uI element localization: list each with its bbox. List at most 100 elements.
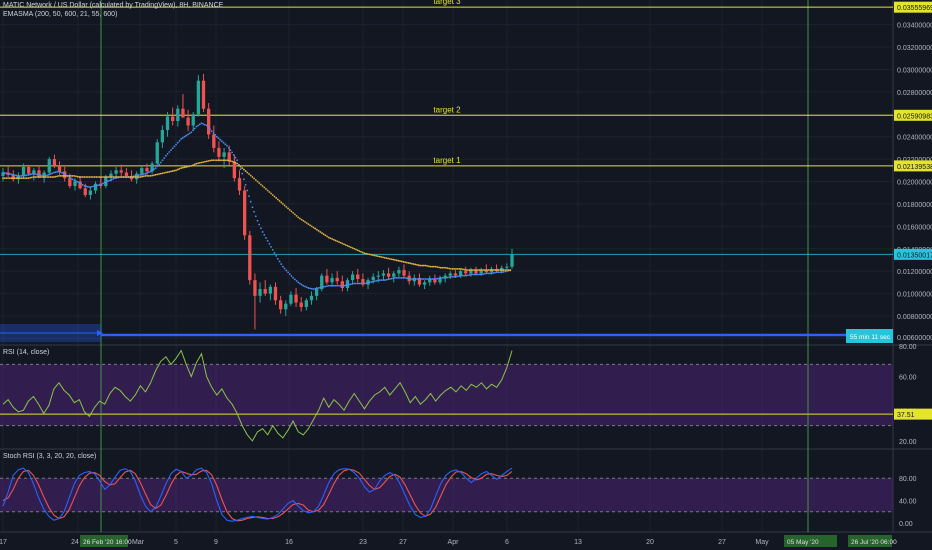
- ema-fast-dot: [236, 159, 239, 162]
- ema-fast-dot: [227, 147, 230, 149]
- ema-slow-dot: [472, 269, 474, 271]
- candle-body: [78, 181, 82, 189]
- ema-fast-dot: [500, 271, 503, 274]
- ema-fast-dot: [339, 284, 342, 287]
- ema-slow-dot: [416, 263, 418, 266]
- candle-body: [412, 277, 416, 282]
- ema-fast-dot: [365, 282, 367, 285]
- candle-body: [417, 277, 422, 285]
- candle-body: [42, 172, 46, 178]
- candle-body: [350, 274, 355, 281]
- ema-slow-dot: [58, 175, 60, 177]
- ema-slow-dot: [108, 176, 111, 178]
- target-price-tag: 0.03555969: [897, 5, 932, 12]
- ema-fast-dot: [477, 273, 479, 276]
- ema-slow-dot: [319, 231, 322, 233]
- candle-body: [505, 266, 509, 268]
- ema-fast-dot: [85, 185, 88, 188]
- ema-slow-dot: [175, 169, 177, 172]
- bottom-price-label: 0.00600000: [897, 335, 932, 342]
- ema-slow-dot: [154, 173, 157, 176]
- ema-fast-dot: [494, 271, 496, 274]
- ema-slow-dot: [324, 234, 327, 237]
- ema-fast-dot: [280, 263, 283, 265]
- ema-fast-dot: [351, 282, 354, 285]
- ema-slow-dot: [12, 177, 15, 180]
- ema-slow-dot: [71, 175, 74, 177]
- ema-slow-dot: [219, 159, 222, 162]
- ema-fast-dot: [93, 185, 96, 187]
- ema-slow-dot: [405, 261, 408, 264]
- ema-slow-dot: [195, 162, 198, 165]
- ema-slow-dot: [117, 176, 120, 178]
- ema-slow-dot: [356, 249, 359, 252]
- ema-fast-dot: [485, 272, 488, 275]
- ema-fast-dot: [461, 274, 464, 277]
- ema-fast-dot: [434, 278, 437, 280]
- ema-slow-dot: [64, 175, 67, 177]
- selection-arrow: [97, 330, 103, 336]
- ema-fast-dot: [61, 172, 64, 174]
- ema-slow-dot: [246, 171, 249, 174]
- ema-slow-dot: [93, 176, 96, 178]
- price-axis-label: 0.03400000: [897, 23, 932, 30]
- price-axis-label: 0.01800000: [897, 202, 932, 209]
- candle-body: [381, 273, 386, 276]
- ema-fast-dot: [73, 179, 76, 182]
- ema-fast-dot: [98, 183, 101, 186]
- ema-fast-dot: [259, 227, 262, 230]
- ema-fast-dot: [217, 137, 220, 140]
- ema-slow-dot: [193, 163, 196, 166]
- time-highlight-bg: [80, 535, 128, 547]
- ema-slow-dot: [497, 269, 500, 271]
- ema-slow-dot: [120, 176, 123, 178]
- ema-slow-dot: [76, 175, 79, 178]
- ema-fast-dot: [473, 273, 476, 276]
- ema-fast-dot: [30, 173, 33, 175]
- candle-body: [227, 152, 231, 162]
- candle-body: [171, 116, 175, 122]
- candle-body: [294, 294, 298, 303]
- ema-fast-dot: [51, 172, 54, 175]
- ema-slow-dot: [382, 256, 384, 259]
- ema-slow-dot: [134, 176, 137, 178]
- ema-slow-dot: [217, 159, 220, 162]
- ema-fast-dot: [361, 282, 364, 285]
- time-axis-label: 24: [71, 539, 79, 546]
- candle-body: [248, 235, 252, 281]
- candle-body: [145, 168, 149, 172]
- ema-slow-dot: [458, 268, 461, 270]
- ema-slow-dot: [422, 264, 425, 267]
- ema-fast-dot: [97, 184, 99, 187]
- ema-fast-dot: [343, 284, 345, 287]
- ema-fast-dot: [349, 283, 352, 286]
- ema-slow-dot: [229, 160, 232, 162]
- ema-slow-dot: [103, 176, 106, 178]
- ema-slow-dot: [204, 160, 206, 163]
- ema-fast-dot: [275, 254, 278, 257]
- ema-slow-dot: [446, 267, 449, 270]
- ema-slow-dot: [112, 176, 115, 178]
- ema-fast-dot: [234, 156, 237, 159]
- countdown-tag-bg: [846, 329, 893, 343]
- ema-fast-dot: [307, 287, 310, 289]
- ema-slow-dot: [370, 253, 373, 256]
- ema-slow-dot: [285, 206, 288, 208]
- ema-fast-dot: [492, 272, 495, 274]
- target-label: target 2: [433, 105, 461, 114]
- ema-fast-dot: [44, 174, 47, 177]
- ema-slow-dot: [317, 229, 320, 232]
- ema-fast-dot: [285, 269, 288, 272]
- ema-slow-dot: [444, 266, 447, 269]
- ema-fast-dot: [278, 260, 281, 263]
- ema-fast-dot: [5, 172, 8, 175]
- ema-fast-dot: [153, 168, 155, 171]
- ema-fast-dot: [141, 173, 144, 176]
- ema-fast-dot: [366, 281, 369, 284]
- ema-slow-dot: [407, 262, 410, 264]
- ema-slow-dot: [149, 175, 152, 177]
- ema-fast-dot: [327, 284, 330, 287]
- ema-fast-dot: [433, 278, 435, 280]
- ema-slow-dot: [224, 159, 227, 162]
